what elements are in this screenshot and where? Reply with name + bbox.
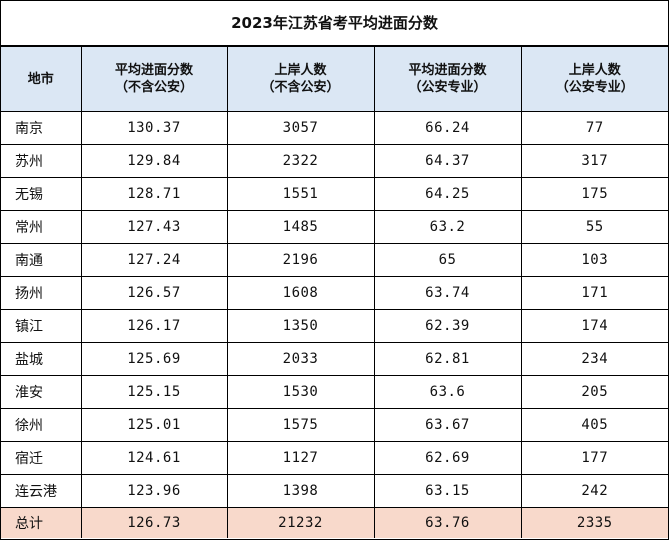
police-count-cell: 234 <box>520 342 668 376</box>
table-row: 镇江 126.17 1350 62.39 174 <box>1 309 668 343</box>
police-score-cell: 62.81 <box>373 342 522 376</box>
table-title: 2023年江苏省考平均进面分数 <box>1 1 668 46</box>
score-cell: 128.71 <box>80 177 228 211</box>
police-count-cell: 242 <box>520 474 668 508</box>
count-cell: 1551 <box>226 177 375 211</box>
table-row: 苏州 129.84 2322 64.37 317 <box>1 144 668 178</box>
header-police-score: 平均进面分数 （公安专业） <box>373 46 522 112</box>
count-cell: 1350 <box>226 309 375 343</box>
police-score-cell: 66.24 <box>373 111 522 145</box>
city-cell: 南京 <box>1 111 82 145</box>
count-cell: 21232 <box>226 507 375 538</box>
header-count: 上岸人数 （不含公安） <box>226 46 375 112</box>
police-score-cell: 63.74 <box>373 276 522 310</box>
score-cell: 125.01 <box>80 408 228 442</box>
header-row: 地市 平均进面分数 （不含公安） 上岸人数 （不含公安） 平均进面分数 （公安专业） … <box>1 46 668 112</box>
police-score-cell: 63.67 <box>373 408 522 442</box>
police-score-cell: 62.69 <box>373 441 522 475</box>
city-cell: 镇江 <box>1 309 82 343</box>
city-cell: 扬州 <box>1 276 82 310</box>
city-cell: 徐州 <box>1 408 82 442</box>
table-row: 连云港 123.96 1398 63.15 242 <box>1 474 668 508</box>
score-cell: 126.73 <box>80 507 228 538</box>
police-count-cell: 103 <box>520 243 668 277</box>
table-row: 徐州 125.01 1575 63.67 405 <box>1 408 668 442</box>
score-cell: 127.43 <box>80 210 228 244</box>
score-cell: 125.15 <box>80 375 228 409</box>
police-count-cell: 177 <box>520 441 668 475</box>
table-row: 南京 130.37 3057 66.24 77 <box>1 111 668 145</box>
table-row: 南通 127.24 2196 65 103 <box>1 243 668 277</box>
police-count-cell: 174 <box>520 309 668 343</box>
police-score-cell: 62.39 <box>373 309 522 343</box>
police-count-cell: 77 <box>520 111 668 145</box>
total-row: 总计 126.73 21232 63.76 2335 <box>1 507 668 538</box>
city-cell: 南通 <box>1 243 82 277</box>
police-count-cell: 405 <box>520 408 668 442</box>
police-score-cell: 64.37 <box>373 144 522 178</box>
count-cell: 2196 <box>226 243 375 277</box>
count-cell: 2322 <box>226 144 375 178</box>
city-cell: 连云港 <box>1 474 82 508</box>
police-count-cell: 2335 <box>520 507 668 538</box>
table-row: 宿迁 124.61 1127 62.69 177 <box>1 441 668 475</box>
count-cell: 1485 <box>226 210 375 244</box>
city-cell: 常州 <box>1 210 82 244</box>
table-row: 扬州 126.57 1608 63.74 171 <box>1 276 668 310</box>
count-cell: 3057 <box>226 111 375 145</box>
table-row: 无锡 128.71 1551 64.25 175 <box>1 177 668 211</box>
score-cell: 126.57 <box>80 276 228 310</box>
city-cell: 盐城 <box>1 342 82 376</box>
police-score-cell: 63.6 <box>373 375 522 409</box>
count-cell: 2033 <box>226 342 375 376</box>
table-row: 盐城 125.69 2033 62.81 234 <box>1 342 668 376</box>
police-count-cell: 317 <box>520 144 668 178</box>
police-score-cell: 65 <box>373 243 522 277</box>
table-row: 淮安 125.15 1530 63.6 205 <box>1 375 668 409</box>
score-cell: 124.61 <box>80 441 228 475</box>
police-score-cell: 63.2 <box>373 210 522 244</box>
score-cell: 123.96 <box>80 474 228 508</box>
police-count-cell: 171 <box>520 276 668 310</box>
police-score-cell: 63.76 <box>373 507 522 538</box>
score-cell: 127.24 <box>80 243 228 277</box>
count-cell: 1127 <box>226 441 375 475</box>
score-cell: 126.17 <box>80 309 228 343</box>
city-cell: 淮安 <box>1 375 82 409</box>
score-cell: 130.37 <box>80 111 228 145</box>
police-count-cell: 175 <box>520 177 668 211</box>
police-score-cell: 63.15 <box>373 474 522 508</box>
police-score-cell: 64.25 <box>373 177 522 211</box>
city-cell: 总计 <box>1 507 82 538</box>
score-cell: 129.84 <box>80 144 228 178</box>
city-cell: 苏州 <box>1 144 82 178</box>
police-count-cell: 55 <box>520 210 668 244</box>
count-cell: 1398 <box>226 474 375 508</box>
score-table: 地市 平均进面分数 （不含公安） 上岸人数 （不含公安） 平均进面分数 （公安专业） … <box>1 46 668 538</box>
header-score: 平均进面分数 （不含公安） <box>80 46 228 112</box>
table-row: 常州 127.43 1485 63.2 55 <box>1 210 668 244</box>
score-cell: 125.69 <box>80 342 228 376</box>
count-cell: 1608 <box>226 276 375 310</box>
header-police-count: 上岸人数 （公安专业） <box>520 46 668 112</box>
city-cell: 宿迁 <box>1 441 82 475</box>
police-count-cell: 205 <box>520 375 668 409</box>
count-cell: 1575 <box>226 408 375 442</box>
count-cell: 1530 <box>226 375 375 409</box>
city-cell: 无锡 <box>1 177 82 211</box>
header-city: 地市 <box>1 46 82 112</box>
